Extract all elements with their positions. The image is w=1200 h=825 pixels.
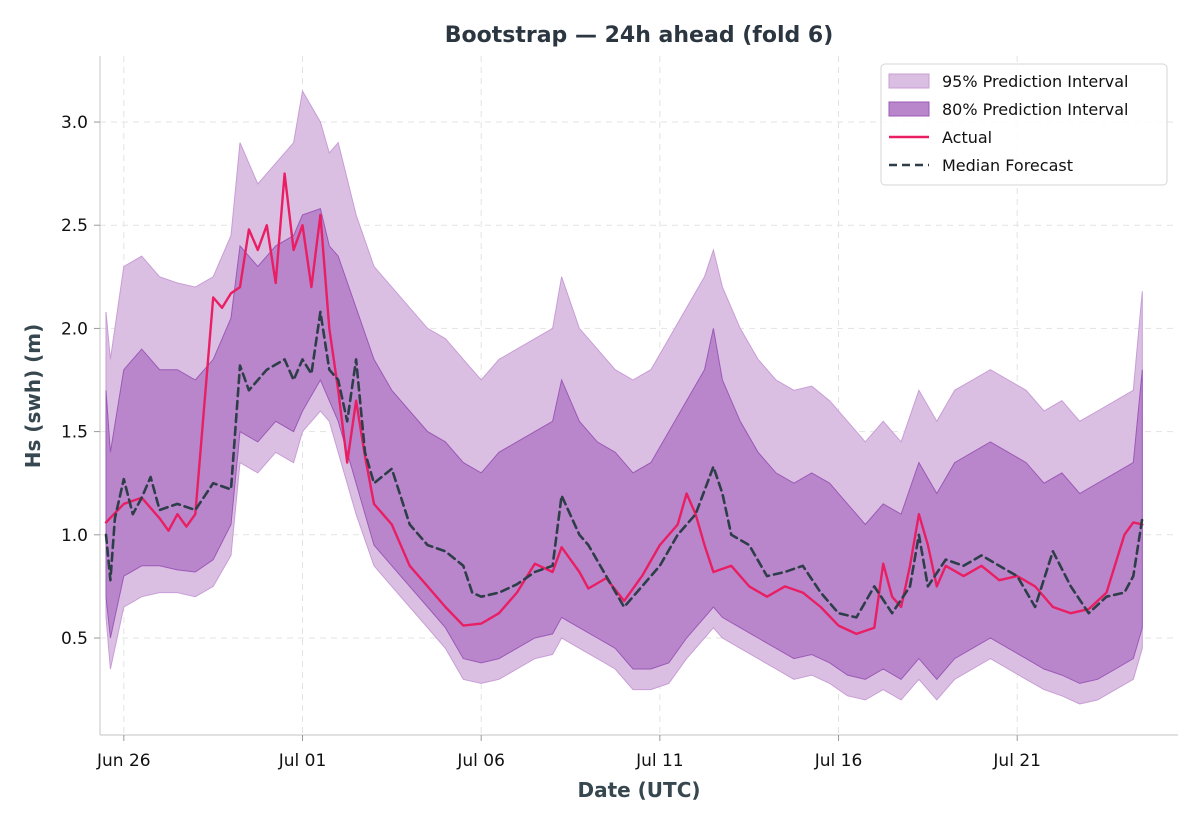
y-tick-label-4: 2.5 <box>61 216 88 236</box>
x-tick-label-4: Jul 16 <box>814 751 863 771</box>
legend-label-0: 95% Prediction Interval <box>942 72 1129 91</box>
y-axis-label: Hs (swh) (m) <box>21 324 45 469</box>
median-forecast-line <box>104 310 1144 619</box>
x-tick-label-2: Jul 06 <box>456 751 505 771</box>
legend-swatch-1 <box>888 101 930 117</box>
tick-layer: Jun 26 Jul 01 Jul 06 Jul 11 Jul 16 Jul 21 0.5 1… <box>61 113 1041 771</box>
chart-title: Bootstrap — 24h ahead (fold 6) <box>445 23 834 48</box>
x-tick-label-0: Jun 26 <box>96 751 151 771</box>
y-tick-label-1: 1.0 <box>61 526 88 546</box>
x-tick-label-5: Jul 21 <box>992 751 1041 771</box>
legend-label-1: 80% Prediction Interval <box>942 100 1129 119</box>
y-tick-label-0: 0.5 <box>61 629 88 649</box>
actual-line <box>104 172 1144 636</box>
y-tick-label-5: 3.0 <box>61 113 88 133</box>
x-axis-label: Date (UTC) <box>577 778 700 802</box>
y-tick-label-3: 2.0 <box>61 319 88 339</box>
legend-frame <box>880 63 1168 186</box>
legend-label-2: Actual <box>942 128 992 147</box>
legend-swatch-0 <box>888 73 930 89</box>
legend-label-3: Median Forecast <box>942 156 1073 175</box>
legend: 95% Prediction Interval 80% Prediction In… <box>880 63 1168 186</box>
x-tick-label-3: Jul 11 <box>635 751 684 771</box>
axis-layer <box>99 56 1178 736</box>
y-tick-label-2: 1.5 <box>61 423 88 443</box>
x-tick-label-1: Jul 01 <box>278 751 327 771</box>
line-layer <box>104 172 1144 636</box>
